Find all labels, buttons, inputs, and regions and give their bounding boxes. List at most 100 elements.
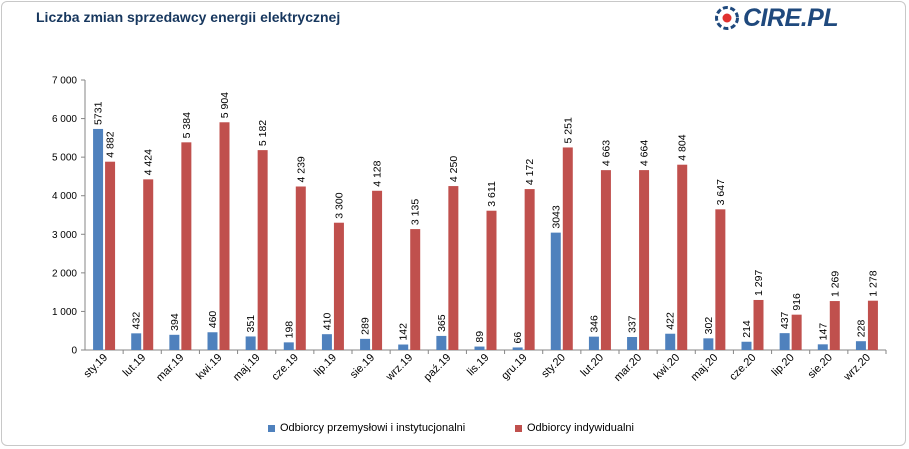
y-tick-label: 7 000 (52, 76, 77, 87)
bar-series1 (321, 334, 332, 350)
y-tick-label: 6 000 (52, 114, 77, 125)
bar-series1 (398, 344, 409, 350)
data-label-series1: 198 (283, 321, 295, 339)
bar-series1 (588, 336, 599, 350)
bar-series2 (410, 229, 421, 350)
bar-series1 (512, 347, 523, 350)
data-label-series1: 410 (321, 313, 333, 331)
chart-title: Liczba zmian sprzedawcy energii elektryc… (36, 9, 341, 25)
bar-series2 (372, 190, 383, 350)
y-tick-label: 0 (71, 346, 77, 357)
bar-series1 (436, 335, 447, 350)
x-tick-label: gru.19 (499, 352, 530, 383)
y-tick-label: 2 000 (52, 268, 77, 279)
bar-series2 (791, 314, 802, 350)
x-tick-label: sty.19 (82, 352, 111, 381)
bar-series2 (524, 189, 535, 350)
x-tick-label: maj.20 (689, 352, 721, 384)
x-tick-label: wrz.19 (383, 352, 415, 384)
data-label-series2: 3 611 (486, 181, 498, 207)
bar-series1 (779, 333, 790, 350)
data-label-series1: 289 (360, 317, 372, 335)
x-tick-label: kwi.20 (652, 352, 683, 383)
x-tick-label: sty.20 (539, 352, 568, 381)
bar-series2 (143, 179, 154, 350)
data-label-series1: 5731 (93, 101, 105, 125)
bar-series2 (829, 301, 840, 350)
x-tick-label: cze.19 (269, 352, 300, 383)
data-label-series1: 432 (131, 312, 143, 330)
data-label-series2: 1 297 (753, 270, 765, 296)
x-tick-label: lip.20 (770, 352, 797, 379)
data-label-series2: 5 182 (257, 120, 269, 146)
bar-series2 (333, 222, 344, 350)
x-tick-label: mar.20 (612, 352, 644, 384)
bar-series2 (257, 150, 268, 350)
data-label-series1: 214 (741, 320, 753, 338)
data-label-series1: 147 (817, 323, 829, 341)
data-label-series2: 4 250 (448, 156, 460, 182)
bar-series1 (474, 346, 485, 350)
bar-series1 (817, 344, 828, 350)
bar-series1 (741, 341, 752, 350)
data-label-series2: 3 647 (715, 179, 727, 205)
legend-swatch-series1 (268, 424, 275, 432)
x-tick-label: lip.19 (312, 352, 339, 379)
data-label-series2: 1 278 (867, 270, 879, 296)
data-label-series1: 365 (436, 314, 448, 332)
data-label-series2: 4 239 (295, 156, 307, 182)
x-tick-label: kwi.19 (194, 352, 225, 383)
bar-series1 (627, 337, 638, 350)
bar-series2 (677, 164, 688, 350)
data-label-series1: 142 (398, 323, 410, 341)
legend-label-series2: Odbiorcy indywidualni (527, 422, 634, 434)
data-label-series2: 5 251 (562, 117, 574, 143)
bar-series1 (855, 341, 866, 350)
legend-item-series2: Odbiorcy indywidualni (515, 422, 634, 434)
bar-series1 (665, 333, 676, 350)
bar-series2 (639, 170, 650, 350)
data-label-series1: 437 (779, 311, 791, 329)
x-tick-label: maj.19 (231, 352, 263, 384)
data-label-series2: 4 664 (639, 140, 651, 166)
data-label-series1: 337 (627, 315, 639, 333)
data-label-series2: 4 424 (143, 149, 155, 175)
bar-series2 (715, 209, 726, 350)
data-label-series1: 89 (474, 331, 486, 343)
bar-series1 (207, 332, 218, 350)
data-label-series1: 228 (855, 320, 867, 338)
data-label-series2: 4 128 (372, 160, 384, 186)
bar-series2 (181, 142, 192, 350)
bar-series2 (600, 170, 611, 350)
x-tick-label: lis.19 (465, 352, 492, 379)
legend-label-series1: Odbiorcy przemysłowi i instytucjonalni (280, 422, 466, 434)
x-tick-label: mar.19 (154, 352, 186, 384)
data-label-series1: 460 (207, 311, 219, 329)
data-label-series2: 5 904 (219, 92, 231, 118)
x-tick-label: sie.20 (806, 352, 835, 381)
data-label-series1: 302 (703, 317, 715, 335)
data-label-series2: 1 269 (829, 271, 841, 297)
bar-series2 (105, 161, 116, 350)
bar-series2 (219, 122, 230, 350)
data-label-series2: 3 300 (333, 192, 345, 218)
x-tick-label: cze.20 (727, 352, 758, 383)
bar-series1 (360, 338, 371, 350)
data-label-series1: 351 (245, 315, 257, 333)
legend-item-series1: Odbiorcy przemysłowi i instytucjonalni (268, 422, 465, 434)
logo-text: CIRE.PL (743, 3, 839, 32)
bar-series1 (131, 333, 142, 350)
data-label-series1: 346 (588, 315, 600, 333)
bar-series1 (93, 128, 104, 350)
y-tick-label: 5 000 (52, 153, 77, 164)
bar-series1 (703, 338, 714, 350)
bar-series2 (867, 300, 878, 350)
data-label-series2: 5 384 (181, 112, 193, 138)
data-label-series1: 66 (512, 332, 524, 344)
data-label-series1: 3043 (550, 205, 562, 229)
data-label-series2: 4 172 (524, 159, 536, 185)
bar-series2 (562, 147, 573, 350)
y-tick-label: 1 000 (52, 307, 77, 318)
bar-series2 (486, 210, 497, 350)
bar-series2 (295, 186, 306, 350)
